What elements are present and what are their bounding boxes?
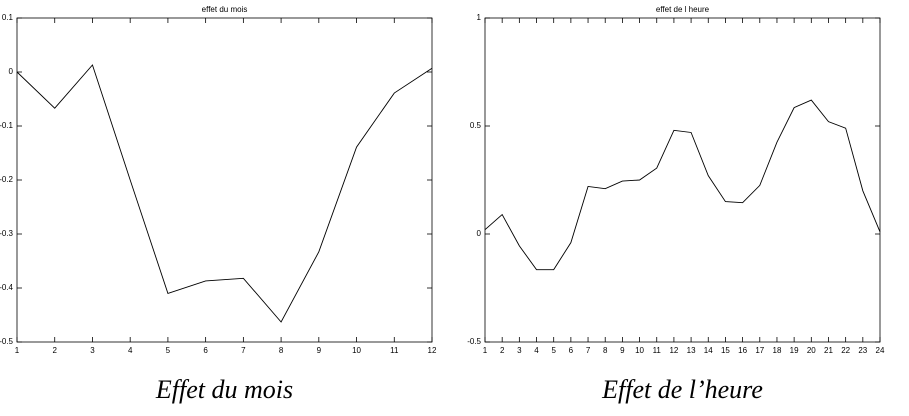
x-tick-label: 1: [15, 346, 20, 355]
x-tick-label: 7: [586, 346, 591, 355]
x-tick-label: 18: [773, 346, 782, 355]
plot-frame: [484, 17, 881, 343]
y-tick-label: 0: [477, 229, 482, 238]
x-tick-label: 11: [653, 346, 662, 355]
y-tick-label: -0.1: [0, 121, 14, 130]
x-tick-label: 17: [755, 346, 764, 355]
x-tick-label: 8: [603, 346, 608, 355]
x-tick-label: 5: [166, 346, 171, 355]
x-tick-label: 16: [738, 346, 747, 355]
x-tick-label: 19: [790, 346, 799, 355]
y-tick-label: 0: [9, 67, 14, 76]
y-tick-label: -0.3: [0, 229, 14, 238]
x-tick-label: 22: [841, 346, 850, 355]
data-line: [16, 64, 433, 323]
data-line: [484, 99, 881, 271]
y-tick-label: 1: [477, 13, 482, 22]
y-tick-label: -0.2: [0, 175, 14, 184]
x-tick-label: 2: [53, 346, 58, 355]
x-tick-label: 6: [203, 346, 208, 355]
x-tick-label: 3: [517, 346, 522, 355]
x-tick-label: 12: [428, 346, 437, 355]
x-tick-label: 4: [128, 346, 133, 355]
x-tick-label: 1: [483, 346, 488, 355]
y-tick-label: -0.5: [467, 337, 481, 346]
y-tick-label: -0.5: [0, 337, 14, 346]
x-tick-label: 6: [569, 346, 574, 355]
x-tick-label: 9: [620, 346, 625, 355]
x-tick-label: 10: [635, 346, 644, 355]
x-tick-label: 15: [721, 346, 730, 355]
x-tick-label: 24: [876, 346, 885, 355]
x-tick-label: 7: [241, 346, 246, 355]
y-tick-label: 0.5: [470, 121, 482, 130]
x-tick-label: 13: [687, 346, 696, 355]
chart-title: effet du mois: [202, 5, 248, 14]
x-tick-label: 4: [534, 346, 539, 355]
x-tick-label: 3: [90, 346, 95, 355]
x-tick-label: 10: [352, 346, 361, 355]
x-tick-label: 14: [704, 346, 713, 355]
caption: Effet de l’heure: [601, 375, 763, 404]
x-tick-label: 23: [858, 346, 867, 355]
x-tick-label: 12: [669, 346, 678, 355]
plot-frame: [16, 17, 433, 343]
x-tick-label: 20: [807, 346, 816, 355]
y-tick-label: -0.4: [0, 283, 14, 292]
x-tick-label: 11: [390, 346, 399, 355]
x-tick-label: 8: [279, 346, 284, 355]
x-tick-label: 2: [500, 346, 505, 355]
chart-title: effet de l heure: [656, 5, 710, 14]
x-tick-label: 21: [824, 346, 833, 355]
x-tick-label: 5: [551, 346, 556, 355]
x-tick-label: 9: [317, 346, 322, 355]
caption: Effet du mois: [155, 375, 293, 404]
y-tick-label: 0.1: [2, 13, 14, 22]
